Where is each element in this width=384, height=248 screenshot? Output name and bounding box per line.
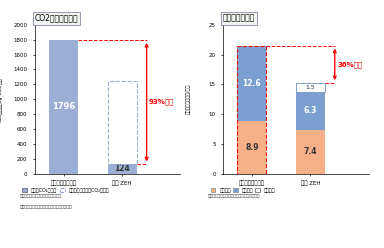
Bar [296, 92, 325, 129]
Text: 6.3: 6.3 [304, 106, 317, 115]
Bar [237, 46, 266, 174]
Text: 12.6: 12.6 [243, 79, 261, 88]
Text: 7.4: 7.4 [303, 147, 317, 156]
Legend: 正味のCO₂排出量, 太陽光発電によるCO₂削減量: 正味のCO₂排出量, 太陽光発電によるCO₂削減量 [22, 188, 109, 193]
Text: 積水ハウスのシミュレーションに基づき作成: 積水ハウスのシミュレーションに基づき作成 [208, 194, 261, 198]
Text: 光熱費削減効果: 光熱費削減効果 [223, 14, 255, 23]
Legend: ガス料金, 電気料金, 売電収入: ガス料金, 電気料金, 売電収入 [210, 188, 275, 193]
Bar [49, 40, 78, 174]
Text: （調理、家電製品からの排出除く）: （調理、家電製品からの排出除く） [20, 194, 62, 198]
Bar [108, 81, 137, 164]
Text: 積水ハウスのシミュレーションに基づき作成: 積水ハウスのシミュレーションに基づき作成 [20, 205, 73, 209]
Text: 1.5: 1.5 [305, 85, 315, 90]
Bar [108, 164, 137, 174]
Bar [237, 121, 266, 174]
Text: 1796: 1796 [52, 102, 75, 111]
Text: 8.9: 8.9 [245, 143, 259, 152]
Bar [296, 129, 325, 174]
Y-axis label: 年間光熱費（万円/年）: 年間光熱費（万円/年） [185, 84, 190, 114]
Y-axis label: CO₂排出量（kg-CO₂/年）: CO₂排出量（kg-CO₂/年） [0, 77, 2, 122]
Text: 36%削減: 36%削減 [337, 61, 362, 68]
Bar [296, 83, 325, 92]
Text: 124: 124 [114, 164, 130, 174]
Bar [296, 83, 325, 92]
Bar [237, 46, 266, 121]
Text: 93%削減: 93%削減 [149, 99, 174, 105]
Text: CO2排出削減効果: CO2排出削減効果 [35, 14, 78, 23]
